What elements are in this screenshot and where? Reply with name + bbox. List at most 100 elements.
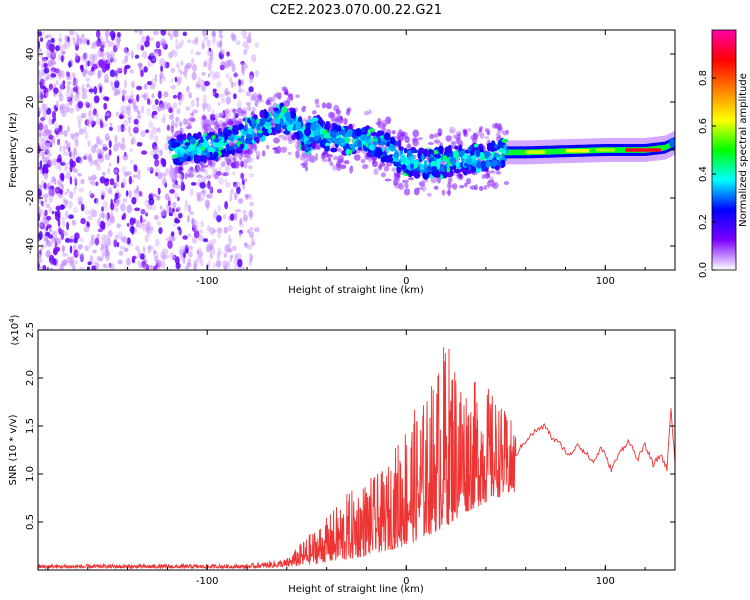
noise-blob [48,159,55,166]
ridge-blob [407,149,412,157]
noise-blob [171,207,175,213]
ridge-blob [355,128,362,137]
noise-blob [125,95,130,101]
noise-blob [154,99,159,106]
noise-blob [147,167,154,172]
halo-blob [261,150,266,157]
noise-blob [80,203,85,212]
noise-blob [66,221,69,231]
noise-blob [39,266,44,270]
noise-blob [232,171,236,176]
noise-blob [153,153,159,160]
noise-blob [134,207,141,212]
noise-blob [55,80,59,86]
noise-blob [151,93,155,99]
noise-blob [135,219,140,228]
ridge-blob [322,138,327,145]
noise-blob [105,185,108,193]
noise-blob [155,238,160,247]
snr-panel: -100 0 100 2.5 2.0 1.5 1.0 0.5 Height of strai… [8,314,676,595]
noise-blob [61,260,67,267]
ridge-blob [491,160,499,165]
noise-blob [191,63,197,72]
noise-blob [160,210,166,217]
noise-blob [61,110,67,118]
halo-blob [393,178,399,186]
noise-blob [208,245,213,252]
noise-blob [73,176,78,185]
ridge-blob [393,151,400,159]
noise-blob [121,58,128,65]
noise-blob [57,193,64,199]
noise-blob [211,238,217,244]
halo-blob [211,117,216,121]
noise-blob [167,200,171,207]
noise-blob [141,218,146,223]
noise-blob [102,247,107,257]
ridge-blob [233,130,239,135]
noise-blob [40,85,46,90]
noise-blob [116,69,119,75]
noise-blob [122,235,128,244]
halo-blob [463,130,467,136]
ridge-blob [227,136,234,141]
noise-blob [109,50,116,59]
noise-blob [242,35,248,40]
ridge-blob [263,110,269,119]
noise-blob [87,215,94,221]
noise-blob [59,189,64,195]
noise-blob [233,183,238,189]
noise-blob [74,139,79,148]
noise-blob [104,212,109,221]
noise-blob [47,188,53,197]
noise-blob [167,30,171,37]
noise-blob [243,242,248,247]
halo-blob [381,119,388,126]
ridge-blob [267,128,273,134]
noise-blob [195,256,202,263]
halo-blob [208,119,215,125]
noise-blob [185,247,189,254]
halo-blob [202,115,207,120]
noise-blob [188,251,193,258]
noise-blob [160,260,166,269]
noise-blob [51,176,56,182]
noise-blob [92,211,96,215]
ridge-blob [388,144,395,151]
noise-blob [40,117,46,121]
noise-blob [198,234,204,242]
halo-blob [189,166,194,171]
halo-blob [489,170,496,174]
noise-blob [169,114,174,121]
noise-blob [73,188,76,195]
ridge-blob [446,166,451,174]
noise-blob [114,192,119,200]
noise-blob [85,77,91,82]
ridge-blob [498,148,506,153]
ridge-blob [206,151,210,158]
ridge-blob [279,118,284,125]
ridge-blob [237,137,244,142]
noise-blob [153,114,158,120]
noise-blob [73,132,80,137]
ridge-blob [375,132,381,138]
noise-blob [107,167,111,175]
noise-blob [89,158,93,167]
halo-blob [483,185,488,190]
ridge-blob [337,124,342,132]
halo-blob [186,125,193,130]
halo-blob [467,128,472,132]
noise-blob [83,226,90,233]
noise-blob [134,30,139,33]
noise-blob [84,245,89,252]
halo-blob [496,131,501,138]
noise-blob [83,153,88,161]
noise-blob [129,217,135,226]
noise-blob [115,40,121,49]
noise-blob [206,49,211,57]
x-tick-label: 100 [596,276,615,287]
tail-hot-segment [595,148,616,152]
noise-blob [135,245,140,252]
noise-blob [126,223,130,227]
noise-blob [158,227,163,235]
